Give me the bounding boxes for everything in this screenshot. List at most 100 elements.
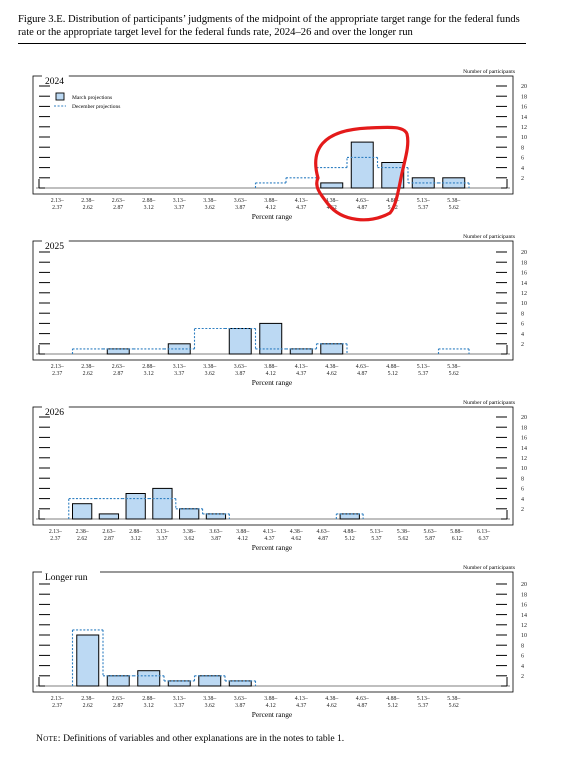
x-tick-label: 2.63– (112, 696, 125, 702)
y-tick-label: 14 (521, 281, 527, 287)
y-tick-label: 14 (521, 446, 527, 452)
y-tick-label: 20 (521, 250, 527, 256)
y-axis-label: Number of participants (463, 68, 515, 75)
x-tick-label: 5.87 (425, 536, 435, 542)
december-outline (71, 629, 257, 686)
panel-title: 2026 (45, 408, 64, 418)
x-tick-label: 2.63– (112, 198, 125, 204)
panel-title: Longer run (45, 573, 88, 583)
x-tick-label: 2.37 (52, 703, 62, 709)
x-tick-label: 4.88– (343, 529, 356, 535)
x-tick-label: 4.62 (327, 371, 337, 377)
x-tick-label: 2.38– (81, 696, 94, 702)
y-tick-label: 4 (521, 664, 524, 670)
legend-march-swatch (55, 92, 65, 101)
x-tick-label: 4.63– (356, 198, 369, 204)
x-tick-label: 5.88– (450, 529, 463, 535)
x-tick-label: 3.13– (156, 529, 169, 535)
x-axis-label: Percent range (252, 212, 293, 221)
x-tick-label: 3.38– (203, 198, 216, 204)
march-bar (106, 675, 130, 687)
legend-december-label: December projections (72, 104, 120, 110)
figure-note: Note: Definitions of variables and other… (36, 733, 344, 744)
y-tick-label: 2 (521, 507, 524, 513)
march-bar (167, 680, 191, 687)
x-tick-label: 4.13– (263, 529, 276, 535)
hand-drawn-circle-annotation (314, 125, 410, 222)
march-bar (381, 162, 405, 189)
y-axis-label: Number of participants (463, 399, 515, 406)
x-tick-label: 3.62 (205, 703, 215, 709)
panel-title: 2024 (45, 77, 64, 87)
y-tick-label: 14 (521, 613, 527, 619)
march-bar (179, 508, 200, 520)
y-tick-label: 2 (521, 342, 524, 348)
x-tick-label: 3.63– (234, 198, 247, 204)
x-tick-label: 6.37 (478, 536, 488, 542)
x-tick-label: 3.12 (144, 703, 154, 709)
x-tick-label: 6.13– (477, 529, 490, 535)
x-tick-label: 2.37 (52, 205, 62, 211)
x-tick-label: 5.13– (417, 364, 430, 370)
y-tick-label: 2 (521, 674, 524, 680)
march-bar (289, 348, 313, 355)
x-tick-label: 5.37 (418, 371, 428, 377)
x-tick-label: 2.62 (83, 205, 93, 211)
x-tick-label: 4.63– (356, 364, 369, 370)
x-tick-label: 2.87 (113, 205, 123, 211)
x-tick-label: 5.38– (397, 529, 410, 535)
march-bar (350, 141, 374, 189)
march-bar (228, 680, 252, 687)
x-tick-label: 2.62 (83, 371, 93, 377)
y-tick-label: 20 (521, 415, 527, 421)
x-tick-label: 4.38– (325, 696, 338, 702)
x-tick-label: 4.63– (356, 696, 369, 702)
x-tick-label: 4.13– (295, 198, 308, 204)
x-tick-label: 3.63– (209, 529, 222, 535)
y-tick-label: 18 (521, 94, 527, 100)
x-tick-label: 4.87 (357, 205, 367, 211)
y-tick-label: 10 (521, 301, 527, 307)
chart-panel-4: Longer run 2 4 6 8 10 12 14 16 18 20 Number of part… (32, 564, 527, 719)
x-tick-label: 4.62 (327, 703, 337, 709)
x-tick-label: 3.38– (203, 696, 216, 702)
x-tick-label: 2.13– (49, 529, 62, 535)
x-tick-label: 4.12 (266, 371, 276, 377)
x-tick-label: 2.13– (51, 364, 64, 370)
december-outline (68, 498, 364, 519)
x-tick-label: 4.38– (325, 198, 338, 204)
x-tick-label: 3.37 (174, 703, 184, 709)
march-bar (198, 675, 222, 687)
y-tick-label: 16 (521, 603, 527, 609)
y-tick-label: 16 (521, 271, 527, 277)
x-tick-label: 2.88– (129, 529, 142, 535)
x-tick-label: 2.87 (113, 703, 123, 709)
x-tick-label: 2.88– (142, 364, 155, 370)
x-tick-label: 3.62 (205, 371, 215, 377)
y-tick-label: 10 (521, 466, 527, 472)
y-tick-label: 18 (521, 425, 527, 431)
note-lead: Note: (36, 733, 61, 744)
x-tick-label: 4.88– (386, 696, 399, 702)
y-tick-label: 18 (521, 592, 527, 598)
x-tick-label: 2.63– (102, 529, 115, 535)
x-tick-label: 5.63– (423, 529, 436, 535)
chart-panel-3: 2026 2 4 6 8 10 12 14 16 18 20 Number of participan… (32, 399, 527, 552)
x-tick-label: 2.63– (112, 364, 125, 370)
x-tick-label: 3.88– (236, 529, 249, 535)
x-tick-label: 4.12 (266, 703, 276, 709)
x-tick-label: 3.87 (211, 536, 221, 542)
x-tick-label: 3.37 (157, 536, 167, 542)
x-tick-label: 5.62 (449, 371, 459, 377)
december-outline (71, 327, 470, 354)
x-tick-label: 3.37 (174, 205, 184, 211)
x-tick-label: 3.12 (144, 371, 154, 377)
y-tick-label: 8 (521, 643, 524, 649)
x-tick-label: 5.38– (447, 198, 460, 204)
x-tick-label: 4.63– (316, 529, 329, 535)
note-text: Definitions of variables and other expla… (63, 733, 345, 744)
y-tick-label: 2 (521, 176, 524, 182)
x-tick-label: 3.12 (131, 536, 141, 542)
march-bar (228, 328, 252, 355)
